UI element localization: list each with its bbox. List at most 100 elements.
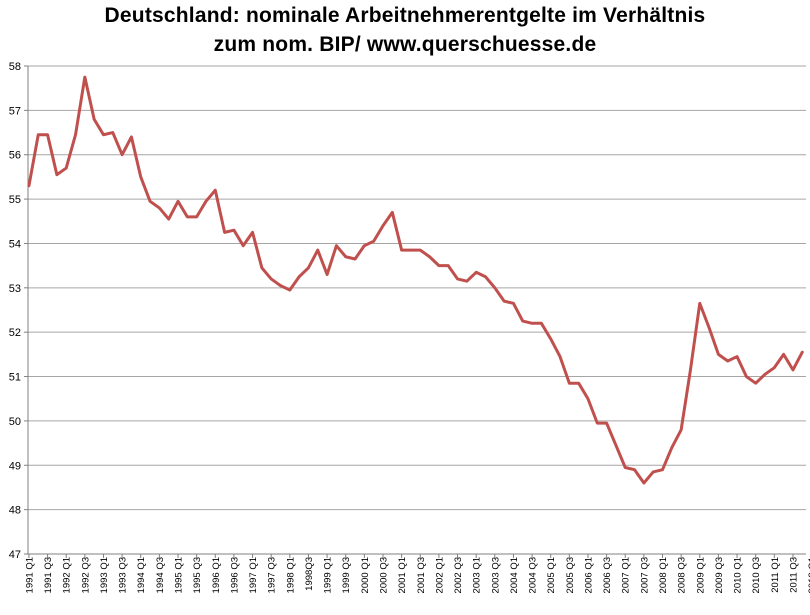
data-point xyxy=(92,118,96,121)
data-point xyxy=(428,255,431,258)
data-point xyxy=(502,299,506,303)
y-tick-label: 50 xyxy=(9,416,21,428)
data-point xyxy=(745,375,748,378)
x-tick-label: 1995 Q1 xyxy=(174,557,185,593)
x-tick-label: 1999 Q3 xyxy=(341,557,352,593)
y-tick-label: 51 xyxy=(9,372,21,384)
y-tick-label: 58 xyxy=(9,61,21,73)
data-point xyxy=(568,382,571,385)
data-point xyxy=(717,353,720,356)
x-tick-label: 2011 Q3 xyxy=(788,557,799,593)
x-tick-label: 2001 Q1 xyxy=(397,557,408,593)
data-point xyxy=(158,206,161,210)
x-tick-label: 2000 Q3 xyxy=(378,557,389,593)
x-tick-label: 1991 Q3 xyxy=(43,557,54,593)
data-point xyxy=(512,302,515,305)
data-point xyxy=(726,359,729,363)
x-tick-label: 2007 Q3 xyxy=(639,557,650,593)
x-tick-label: 2005 Q3 xyxy=(565,557,576,593)
data-point xyxy=(642,481,646,485)
data-point xyxy=(661,468,664,471)
x-tick-label: 2006 Q1 xyxy=(583,557,594,593)
x-tick-label: 2004 Q1 xyxy=(509,557,520,593)
x-tick-label: 1997 Q1 xyxy=(248,557,259,593)
x-axis-ticks: 1991 Q1 1991 Q3 1992 Q1 1992 Q3 1993 Q1 1993 … xyxy=(24,554,810,593)
data-point xyxy=(493,286,496,290)
data-point xyxy=(773,366,776,369)
x-tick-label: 1996 Q3 xyxy=(229,557,240,593)
data-point xyxy=(456,277,459,281)
chart-title-line-1: Deutschland: nominale Arbeitnehmerentgel… xyxy=(104,4,706,27)
data-point xyxy=(214,189,217,192)
data-point xyxy=(586,397,590,400)
data-point xyxy=(633,468,636,471)
data-point xyxy=(400,248,403,252)
data-point xyxy=(83,75,87,79)
data-point xyxy=(381,224,385,227)
data-point xyxy=(269,277,273,281)
data-point xyxy=(139,175,142,179)
x-tick-label: 1999 Q1 xyxy=(323,557,334,593)
data-point xyxy=(120,153,124,156)
data-point xyxy=(605,421,608,425)
data-point xyxy=(679,428,683,431)
x-tick-label: 1992 Q1 xyxy=(62,557,73,593)
data-point xyxy=(391,211,394,214)
data-point xyxy=(279,284,282,287)
data-point xyxy=(782,353,785,356)
data-point xyxy=(530,322,534,325)
data-point xyxy=(521,319,524,323)
series-layer xyxy=(27,75,804,485)
x-tick-label: 1994 Q3 xyxy=(155,557,166,593)
series-line xyxy=(27,75,804,485)
y-tick-label: 57 xyxy=(9,105,21,117)
data-point xyxy=(754,382,757,385)
data-point xyxy=(670,446,674,449)
data-point xyxy=(624,466,627,469)
x-tick-label: 1991 Q1 xyxy=(24,557,35,593)
data-point xyxy=(111,131,114,134)
x-tick-label: 1995 Q3 xyxy=(192,557,203,593)
data-point xyxy=(791,368,795,372)
data-point xyxy=(74,133,77,136)
x-tick-label: 2010 Q1 xyxy=(733,557,744,593)
x-tick-label: 1993 Q3 xyxy=(118,557,129,593)
data-point xyxy=(558,355,562,358)
data-point xyxy=(447,264,450,267)
data-point xyxy=(763,373,767,376)
data-point xyxy=(223,231,226,234)
x-tick-label: 2000 Q1 xyxy=(360,557,371,593)
data-point xyxy=(409,248,413,252)
y-tick-label: 53 xyxy=(9,283,21,295)
data-point xyxy=(707,326,711,329)
data-point xyxy=(46,133,49,136)
data-point xyxy=(102,133,105,136)
x-tick-label: 2005 Q1 xyxy=(546,557,557,593)
data-point xyxy=(419,248,422,252)
data-point xyxy=(195,215,198,219)
y-tick-label: 48 xyxy=(9,505,21,517)
x-tick-label: 2007 Q1 xyxy=(621,557,632,593)
data-point xyxy=(27,184,31,187)
y-tick-label: 54 xyxy=(9,238,21,250)
data-point xyxy=(372,240,375,243)
chart-title-line-2: zum nom. BIP/ www.querschuesse.de xyxy=(213,33,597,56)
data-point xyxy=(260,266,264,270)
gridlines xyxy=(28,65,806,511)
data-point xyxy=(325,273,329,276)
data-point xyxy=(363,244,366,247)
data-point xyxy=(204,200,208,203)
data-point xyxy=(437,264,441,267)
y-tick-label: 47 xyxy=(9,549,21,561)
data-point xyxy=(176,200,180,203)
data-point xyxy=(577,382,580,385)
axes xyxy=(27,66,806,555)
data-point xyxy=(549,337,552,341)
x-tick-label: 2008 Q3 xyxy=(677,557,688,593)
data-point xyxy=(614,444,618,447)
x-tick-label: 2008 Q1 xyxy=(658,557,669,593)
data-point xyxy=(297,275,301,278)
data-point xyxy=(344,255,347,258)
x-tick-label: 2006 Q3 xyxy=(602,557,613,593)
